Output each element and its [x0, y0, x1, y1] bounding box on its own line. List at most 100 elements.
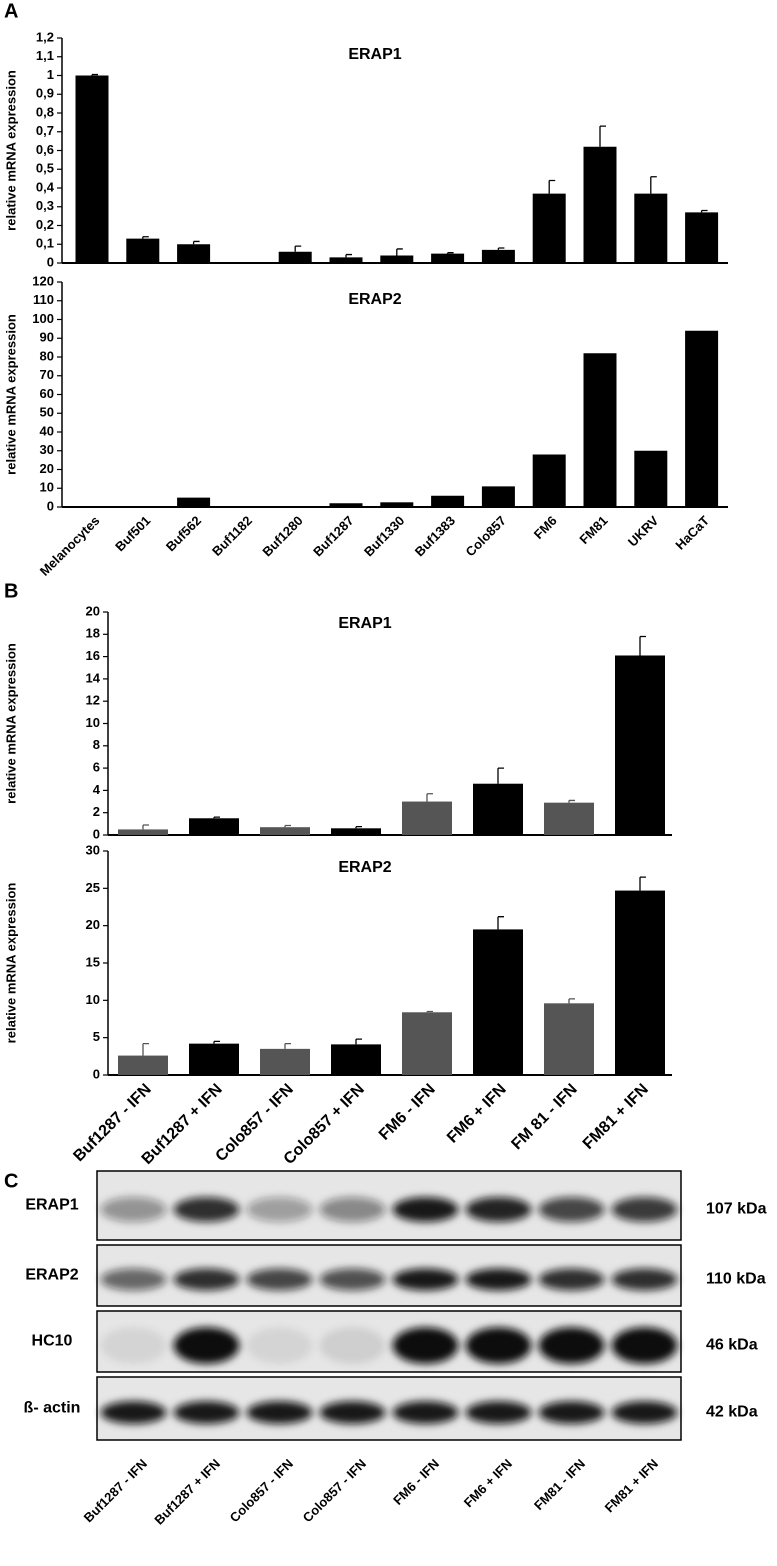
band: [392, 1401, 459, 1424]
band: [246, 1197, 313, 1222]
error-bar: [213, 816, 220, 819]
y-tick-label: 4: [93, 782, 101, 797]
y-tick-label: 100: [32, 311, 54, 326]
bar: [532, 193, 566, 263]
chart-title: ERAP1: [338, 615, 391, 632]
error-bar: [142, 236, 149, 239]
error-bar: [284, 1042, 291, 1049]
y-tick-label: 1,2: [36, 29, 54, 44]
y-tick-label: 70: [40, 367, 54, 382]
x-tick-label: Buf501: [112, 513, 153, 554]
y-tick-label: 6: [93, 760, 100, 775]
y-tick-label: 0,6: [36, 142, 54, 157]
y-tick-label: 30: [86, 842, 100, 857]
error-bar: [284, 824, 291, 828]
bar: [118, 1055, 168, 1075]
band: [319, 1327, 386, 1364]
y-tick-label: 15: [86, 954, 100, 969]
y-tick-label: 8: [93, 737, 100, 752]
error-bar: [700, 209, 708, 213]
size-label: 110 kDa: [706, 1271, 766, 1288]
bar: [431, 495, 465, 507]
x-tick-label: Buf1330: [361, 513, 407, 559]
bar: [544, 802, 594, 835]
y-tick-label: 90: [40, 330, 54, 345]
lane-label: Buf1287 - IFN: [81, 1456, 150, 1525]
y-tick-label: 1: [47, 67, 54, 82]
band: [392, 1327, 459, 1364]
bar: [481, 486, 515, 507]
x-tick-label: Buf1182: [209, 513, 255, 559]
y-tick-label: 0,9: [36, 86, 54, 101]
y-tick-label: 1,1: [36, 48, 54, 63]
bands: [100, 1197, 678, 1222]
size-label: 46 kDa: [706, 1337, 758, 1354]
error-bar: [91, 73, 98, 76]
x-tick-label: Melanocytes: [37, 513, 103, 579]
bar: [177, 244, 211, 263]
band: [538, 1268, 605, 1291]
band: [538, 1197, 605, 1222]
y-tick-label: 0,5: [36, 161, 54, 176]
y-tick-label: 110: [33, 292, 54, 307]
bar: [189, 818, 239, 835]
bar: [75, 506, 109, 507]
band: [100, 1401, 167, 1424]
x-tick-label: UKRV: [625, 513, 662, 550]
chart-title: ERAP1: [348, 46, 401, 63]
band: [100, 1327, 167, 1364]
bar: [118, 829, 168, 835]
error-bar: [446, 252, 454, 254]
bar: [685, 212, 719, 263]
x-tick-label: Buf1280: [259, 513, 305, 559]
band: [465, 1268, 532, 1291]
error-bar: [568, 998, 575, 1004]
lane-label: FM81 - IFN: [531, 1456, 588, 1513]
bar: [75, 75, 109, 263]
y-tick-label: 0: [47, 254, 54, 269]
error-bar: [599, 125, 606, 147]
y-tick-label: 0,8: [36, 104, 54, 119]
error-bar: [426, 1010, 433, 1013]
chart-title: ERAP2: [338, 859, 391, 876]
bar: [583, 353, 617, 507]
error-bar: [639, 876, 646, 891]
x-tick-label: FM6 + IFN: [444, 1081, 510, 1147]
x-tick-label: Colo857: [463, 513, 509, 559]
bar: [177, 497, 211, 507]
error-bar: [497, 767, 504, 784]
y-tick-label: 0,7: [36, 123, 54, 138]
bar: [331, 1044, 381, 1075]
band: [538, 1327, 605, 1364]
bar: [402, 801, 452, 835]
y-tick-label: 60: [40, 386, 54, 401]
band: [465, 1401, 532, 1424]
bar: [278, 251, 312, 263]
y-tick-label: 10: [40, 480, 54, 495]
y-tick-label: 0,1: [36, 236, 54, 251]
bar: [473, 783, 523, 835]
bar: [126, 506, 160, 507]
error-bar: [497, 247, 505, 250]
band: [319, 1401, 386, 1424]
bar: [431, 253, 465, 263]
error-bar: [294, 245, 302, 252]
x-tick-label: FM6 - IFN: [376, 1081, 439, 1144]
bar: [685, 330, 719, 507]
bar: [634, 450, 668, 507]
bar: [583, 146, 617, 263]
bar: [634, 193, 668, 263]
panel-label: B: [4, 580, 18, 602]
y-tick-label: 16: [86, 648, 100, 663]
y-tick-label: 25: [86, 880, 100, 895]
error-bar: [355, 1038, 362, 1045]
y-tick-label: 20: [40, 461, 54, 476]
bar: [126, 238, 160, 263]
band: [173, 1268, 240, 1291]
band: [611, 1268, 678, 1291]
x-tick-label: FM 81 - IFN: [508, 1081, 580, 1153]
y-tick-label: 0,3: [36, 198, 54, 213]
y-tick-label: 0,2: [36, 217, 54, 232]
bar: [532, 454, 566, 507]
y-tick-label: 0: [93, 826, 100, 841]
